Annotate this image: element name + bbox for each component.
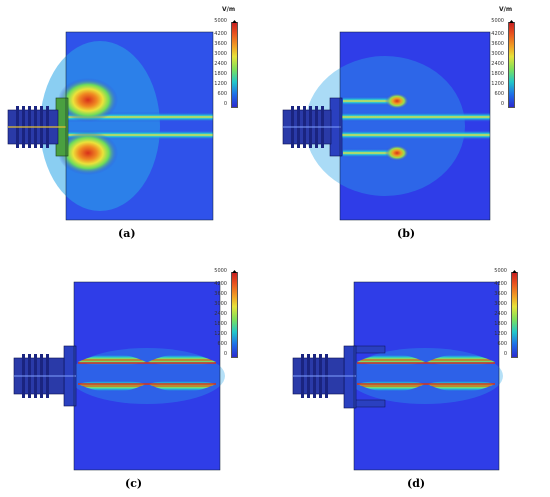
colorbar-tick: 600 (217, 341, 227, 347)
panel-caption: (b) (397, 227, 416, 240)
colorbar (231, 22, 238, 108)
colorbar (231, 272, 238, 358)
field-line-lower (340, 130, 490, 140)
colorbar-tick: 4200 (494, 281, 507, 287)
colorbar-tick: 600 (494, 91, 504, 97)
field-plot-d (292, 281, 503, 471)
colorbar-tick: 0 (500, 101, 504, 107)
colorbar-tick: 3000 (214, 51, 227, 57)
colorbar-tick: 4200 (491, 31, 504, 37)
colorbar-tick: 0 (223, 351, 227, 357)
panel-c: 5000 4200 3600 3000 2400 1800 1200 600 0… (0, 250, 275, 497)
field-background (340, 32, 490, 220)
colorbar-tick: 3600 (214, 41, 227, 47)
colorbar-tick: 600 (497, 341, 507, 347)
colorbar-tick: 2400 (214, 311, 227, 317)
arm-lower (352, 399, 386, 408)
colorbar-tick: 0 (223, 101, 227, 107)
coaxial-connector (13, 345, 77, 407)
hotspot-lower (58, 131, 118, 175)
colorbar-tick: 2400 (494, 311, 507, 317)
colorbar-tick: 5000 (214, 18, 227, 24)
coaxial-connector (282, 97, 343, 157)
coaxial-connector (7, 97, 69, 157)
panel-caption: (a) (118, 227, 136, 240)
hotspot-upper (385, 93, 409, 109)
field-lobe (357, 380, 425, 392)
field-background (354, 282, 499, 470)
colorbar-unit-label: V/m (222, 6, 236, 13)
colorbar (511, 272, 518, 358)
colorbar-tick: 1800 (494, 321, 507, 327)
field-background (74, 282, 220, 470)
colorbar-tick: 1200 (494, 331, 507, 337)
field-lobe (427, 380, 495, 392)
colorbar-tick: 4200 (214, 281, 227, 287)
field-line-lower (66, 130, 213, 140)
colorbar-tick: 3000 (491, 51, 504, 57)
colorbar-tick: 3000 (214, 301, 227, 307)
field-plot-b (282, 31, 491, 221)
colorbar-tick: 1200 (214, 81, 227, 87)
colorbar-tick: 5000 (494, 268, 507, 274)
colorbar-tick: 2400 (214, 61, 227, 67)
colorbar-tick: 3000 (494, 301, 507, 307)
panel-caption: (d) (407, 477, 426, 490)
hotspot-lower (385, 145, 409, 161)
panel-d: 5000 4200 3600 3000 2400 1800 1200 600 0… (275, 250, 550, 497)
field-plot-a (7, 31, 214, 221)
colorbar-tick: 5000 (214, 268, 227, 274)
colorbar-tick: 2400 (491, 61, 504, 67)
field-lobe (148, 380, 216, 392)
coaxial-connector (292, 345, 357, 409)
colorbar-tick: 1200 (214, 331, 227, 337)
colorbar-tick: 1800 (214, 71, 227, 77)
colorbar-tick: 1800 (491, 71, 504, 77)
colorbar-tick: 1200 (491, 81, 504, 87)
colorbar-tick: 5000 (491, 18, 504, 24)
arm-upper (352, 345, 386, 354)
colorbar-tick: 3600 (494, 291, 507, 297)
panel-caption: (c) (125, 477, 143, 490)
panel-b: V/m 5000 4200 3600 3000 2400 1800 1200 6… (275, 0, 550, 248)
field-line-upper (340, 112, 490, 122)
hotspot-upper (58, 78, 118, 122)
colorbar-tick: 600 (217, 91, 227, 97)
field-line-upper (66, 112, 213, 122)
colorbar-tick: 1800 (214, 321, 227, 327)
colorbar-tick: 0 (503, 351, 507, 357)
panel-a: V/m 5000 4200 3600 3000 2400 1800 1200 6… (0, 0, 275, 248)
colorbar-unit-label: V/m (499, 6, 513, 13)
field-plot-c (13, 281, 225, 471)
colorbar-tick: 4200 (214, 31, 227, 37)
field-lobe (78, 380, 146, 392)
colorbar (508, 22, 515, 108)
colorbar-tick: 3600 (491, 41, 504, 47)
colorbar-tick: 3600 (214, 291, 227, 297)
